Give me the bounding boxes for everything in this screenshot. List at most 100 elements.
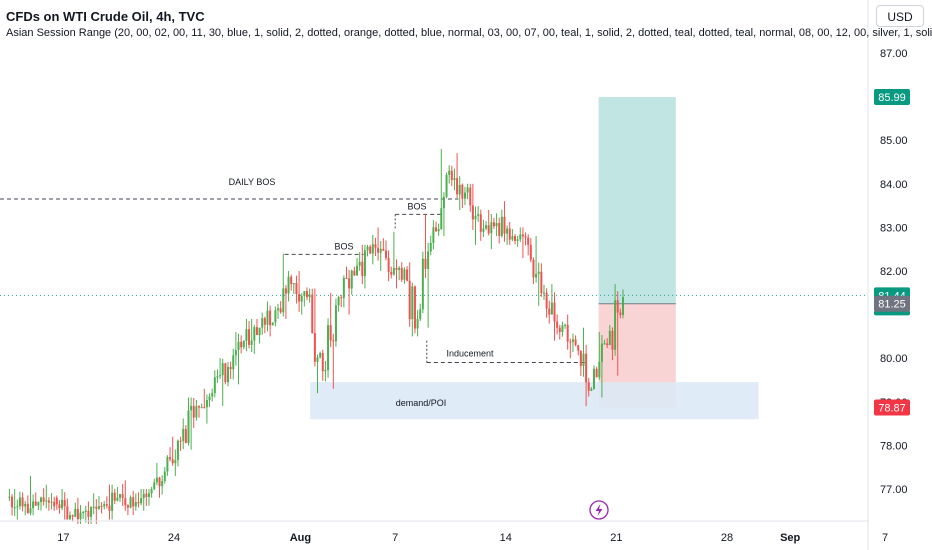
candle-body [485,225,488,229]
x-tick-label: Aug [290,532,311,544]
candle-body [458,184,461,195]
candle-body [176,440,179,461]
candle-body [95,506,98,509]
candle-body [58,504,61,509]
candle-body [61,500,64,509]
candle-body [258,327,261,336]
candle-body [558,327,561,333]
candle-body [308,294,311,298]
candle-body [66,506,69,520]
candle-body [535,274,538,278]
demand-zone[interactable] [310,382,759,420]
x-tick-label: 7 [882,532,888,544]
candle-body [435,227,438,232]
candle-body [271,322,274,326]
candle-body [482,228,485,232]
x-tick-label: 28 [721,532,733,544]
lightning-icon[interactable] [589,500,609,520]
candle-body [303,291,306,297]
candle-body [519,234,522,240]
candle-body [337,297,340,306]
candle-body [211,393,214,397]
candle-body [277,308,280,311]
candle-body [266,310,269,325]
annotation-label: Inducement [446,349,494,359]
candle-body [529,244,532,260]
indicator-legend[interactable]: Asian Session Range (20, 00, 02, 00, 11,… [6,27,932,39]
currency-button[interactable]: USD [876,5,924,27]
candle-body [24,503,27,507]
candle-body [134,502,137,507]
candle-body [477,214,480,216]
candle-body [26,503,29,514]
candle-body [587,382,590,391]
candle-body [205,400,208,408]
candle-body [16,506,19,508]
candle-body [521,234,524,237]
candle-body [579,350,582,366]
candle-body [124,498,127,506]
candle-body [358,261,361,266]
candle-body [226,366,229,383]
candle-body [598,361,601,378]
candle-body [361,261,364,277]
candle-body [542,292,545,294]
candle-body [553,302,556,322]
candle-body [577,345,580,351]
price-tag [874,295,910,312]
candle-body [345,277,348,279]
candle-body [516,239,519,241]
candle-body [413,286,416,329]
candle-body [63,500,66,507]
candle-body [208,396,211,401]
candle-body [213,377,216,394]
candle-body [87,510,90,517]
candle-body [21,497,24,507]
candle-body [556,321,559,328]
candle-body [608,330,611,346]
candle-body [300,296,303,302]
candle-body [450,170,453,181]
candle-body [527,237,530,245]
candle-body [416,318,419,329]
annotation-label: demand/POI [396,398,447,408]
candle-body [200,407,203,409]
candle-body [498,223,501,236]
candle-body [92,506,95,508]
candle-body [8,496,11,498]
candle-body [398,267,401,270]
candle-body [182,429,185,442]
candle-body [474,215,477,220]
candle-body [13,507,16,509]
candle-body [369,246,372,254]
candle-body [153,482,156,490]
candle-body [348,278,351,289]
candle-body [255,327,258,336]
candle-body [514,236,517,241]
candle-body [487,225,490,234]
candle-body [327,325,330,371]
candle-body [366,246,369,251]
candle-body [566,324,569,342]
candle-body [179,440,182,442]
candle-body [198,406,201,408]
y-tick-label: 78.00 [880,440,908,452]
candle-body [453,178,456,181]
y-tick-label: 85.00 [880,135,908,147]
candle-body [524,236,527,238]
candle-body [400,267,403,280]
candle-body [47,500,50,503]
candle-body [606,343,609,346]
candle-body [448,170,451,175]
candle-body [40,497,43,503]
candle-body [324,370,327,372]
candle-body [469,187,472,206]
profit-zone[interactable] [598,97,676,304]
candle-body [282,288,285,313]
y-tick-label: 82.00 [880,266,908,278]
candle-body [311,294,314,333]
candle-body [532,259,535,278]
candle-body [76,508,79,520]
candle-body [461,184,464,199]
